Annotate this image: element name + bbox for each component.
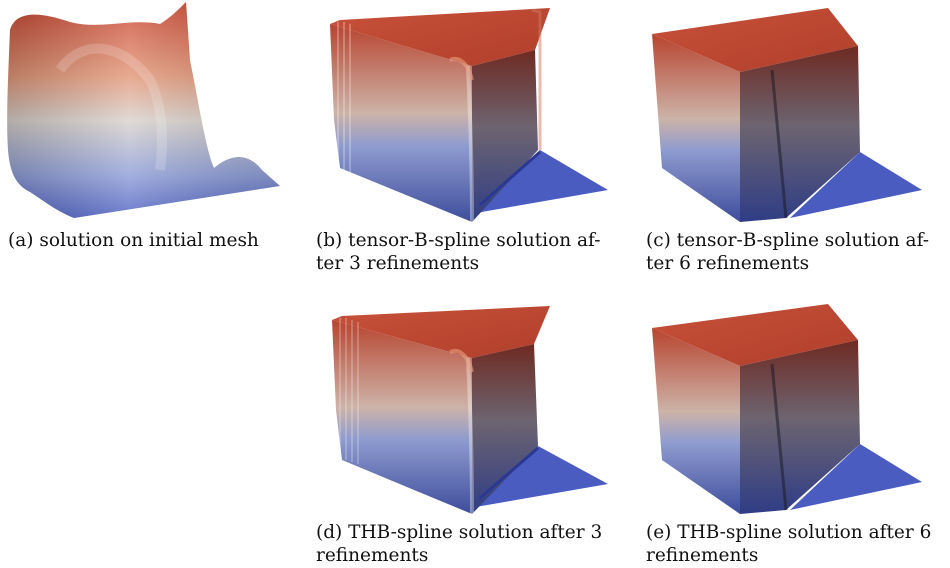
caption-b: (b) tensor-B-spline solution af- ter 3 r… <box>316 230 601 274</box>
caption-c: (c) tensor-B-spline solution af- ter 6 r… <box>646 230 930 274</box>
surface-plot-c <box>652 8 922 222</box>
right-face-c <box>740 46 860 222</box>
caption-a: (a) solution on initial mesh <box>8 230 259 251</box>
figure-a <box>0 0 300 228</box>
caption-d: (d) THB-spline solution after 3 refineme… <box>316 522 603 566</box>
left-face-e <box>652 328 740 514</box>
top-face-d <box>332 306 550 358</box>
surface-plot-d <box>332 306 608 515</box>
caption-e: (e) THB-spline solution after 6 refineme… <box>646 522 932 566</box>
surface-plot-e <box>652 304 922 514</box>
figure-d <box>310 300 620 518</box>
left-face-b <box>330 24 472 222</box>
floor-e <box>790 444 922 510</box>
figure-c <box>640 0 950 230</box>
top-face-e <box>652 304 858 366</box>
right-face-d <box>472 344 538 514</box>
right-face-e <box>740 340 860 514</box>
top-face-c <box>652 8 858 72</box>
figure-b <box>310 0 620 230</box>
surface-plot-a <box>7 2 281 218</box>
floor-b <box>470 150 608 214</box>
right-face-b <box>472 50 538 222</box>
floor-c <box>790 152 922 218</box>
figure-e <box>640 300 950 518</box>
surface-plot-b <box>330 8 608 223</box>
left-face-c <box>652 34 740 222</box>
floor-d <box>470 446 608 508</box>
top-face-b <box>330 8 550 66</box>
left-face-d <box>332 320 472 514</box>
